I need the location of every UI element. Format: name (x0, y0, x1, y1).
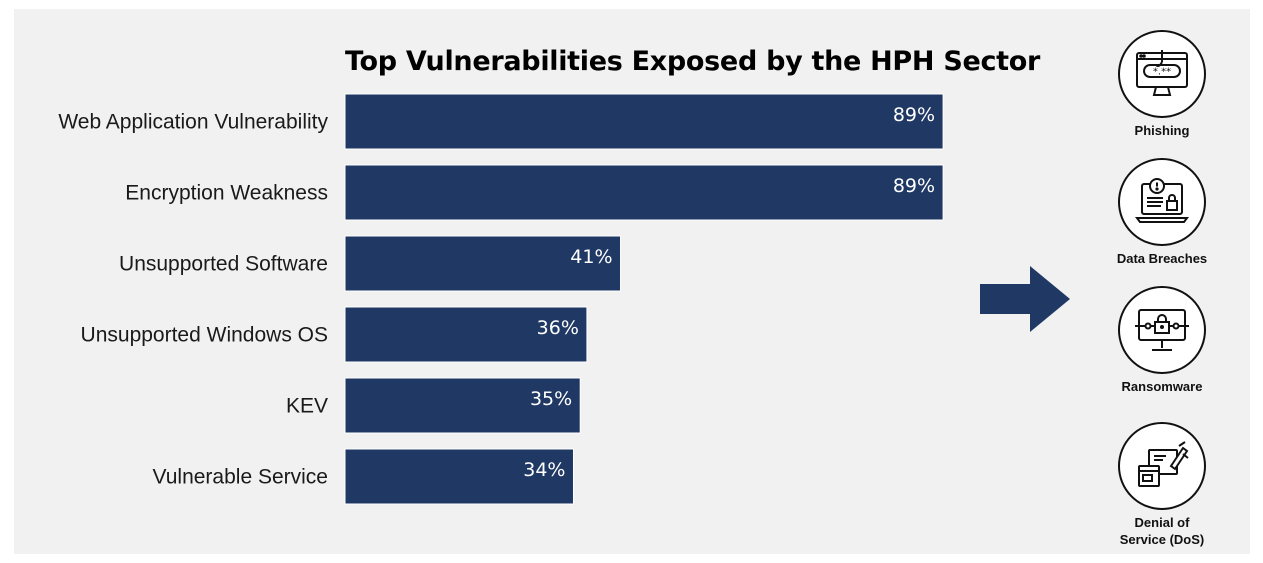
bar-chart: Web Application Vulnerability 89% Encrypti… (58, 93, 944, 505)
bar (344, 377, 581, 434)
category-label: Web Application Vulnerability (58, 111, 328, 134)
ransomware-icon (1118, 286, 1206, 374)
threat-ransomware: Ransomware (1112, 286, 1212, 395)
value-label: 41% (570, 246, 612, 268)
threat-label: Ransomware (1121, 379, 1203, 394)
threat-label: Denial of Service (DoS) (1119, 515, 1205, 547)
threat-data-breaches: Data Breaches (1112, 158, 1212, 267)
value-label: 35% (530, 388, 572, 410)
bar (344, 448, 574, 505)
bar (344, 235, 622, 292)
category-label: Vulnerable Service (153, 466, 329, 489)
category-label: Encryption Weakness (125, 182, 328, 205)
denial-of-service-icon (1118, 422, 1206, 510)
value-label: 36% (537, 317, 579, 339)
phishing-icon: *.** (1118, 30, 1206, 118)
threat-label: Phishing (1134, 123, 1190, 138)
value-label: 34% (523, 459, 565, 481)
threat-label: Data Breaches (1116, 251, 1208, 266)
category-label: KEV (286, 395, 328, 418)
bar (344, 93, 944, 150)
threat-phishing: *.** Phishing (1112, 30, 1212, 139)
value-label: 89% (893, 175, 935, 197)
svg-text:*.**: *.** (1153, 67, 1171, 78)
data-breach-icon (1118, 158, 1206, 246)
value-label: 89% (893, 104, 935, 126)
chart-title: Top Vulnerabilities Exposed by the HPH S… (345, 46, 1041, 77)
threat-denial-of-service: Denial of Service (DoS) (1112, 422, 1212, 548)
category-label: Unsupported Software (119, 253, 328, 276)
bar (344, 306, 588, 363)
category-label: Unsupported Windows OS (81, 324, 328, 347)
arrow-right-icon (980, 266, 1070, 332)
bar (344, 164, 944, 221)
